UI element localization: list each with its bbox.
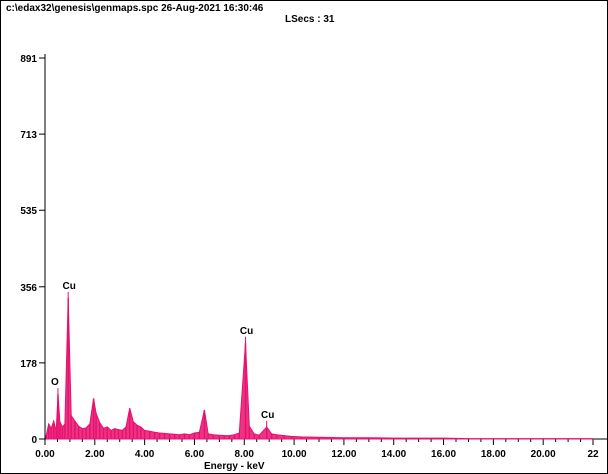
x-axis: 0.00 2.00 4.00 6.00 8.00 10.00 12.00 14.00 16.00… bbox=[35, 438, 607, 460]
spectrum-series-layer bbox=[45, 297, 594, 440]
x-tick-label: 2.00 bbox=[85, 449, 105, 460]
x-tick-label: 22 bbox=[587, 449, 599, 460]
spectrum-file-header: c:\edax32\genesis\genmaps.spc 26-Aug-202… bbox=[6, 3, 264, 14]
y-tick-label: 535 bbox=[20, 206, 37, 217]
x-tick-label: 20.00 bbox=[531, 449, 556, 460]
x-axis-label: Energy - keV bbox=[204, 461, 265, 472]
peak-label-layer: O Cu Cu Cu bbox=[51, 281, 274, 428]
y-axis: 0 178 356 535 713 891 bbox=[20, 54, 46, 446]
x-tick-label: 6.00 bbox=[185, 449, 205, 460]
peak-label: Cu bbox=[261, 410, 274, 421]
peak-label: Cu bbox=[62, 281, 75, 292]
x-tick-label: 12.00 bbox=[331, 449, 356, 460]
y-tick-label: 356 bbox=[20, 283, 37, 294]
y-tick-label: 713 bbox=[20, 130, 37, 141]
peak-label: Cu bbox=[240, 326, 253, 337]
y-tick-label: 0 bbox=[31, 435, 37, 446]
x-tick-label: 18.00 bbox=[481, 449, 506, 460]
spectrum-series-0 bbox=[45, 297, 594, 440]
x-tick-label: 10.00 bbox=[282, 449, 307, 460]
y-tick-label: 891 bbox=[20, 54, 37, 65]
x-tick-label: 0.00 bbox=[35, 449, 55, 460]
x-tick-label: 4.00 bbox=[135, 449, 155, 460]
x-tick-label: 8.00 bbox=[235, 449, 255, 460]
live-seconds-label: LSecs : 31 bbox=[285, 14, 335, 25]
y-tick-label: 178 bbox=[20, 359, 37, 370]
x-tick-label: 16.00 bbox=[431, 449, 456, 460]
peak-label: O bbox=[51, 377, 59, 388]
x-tick-label: 14.00 bbox=[381, 449, 406, 460]
